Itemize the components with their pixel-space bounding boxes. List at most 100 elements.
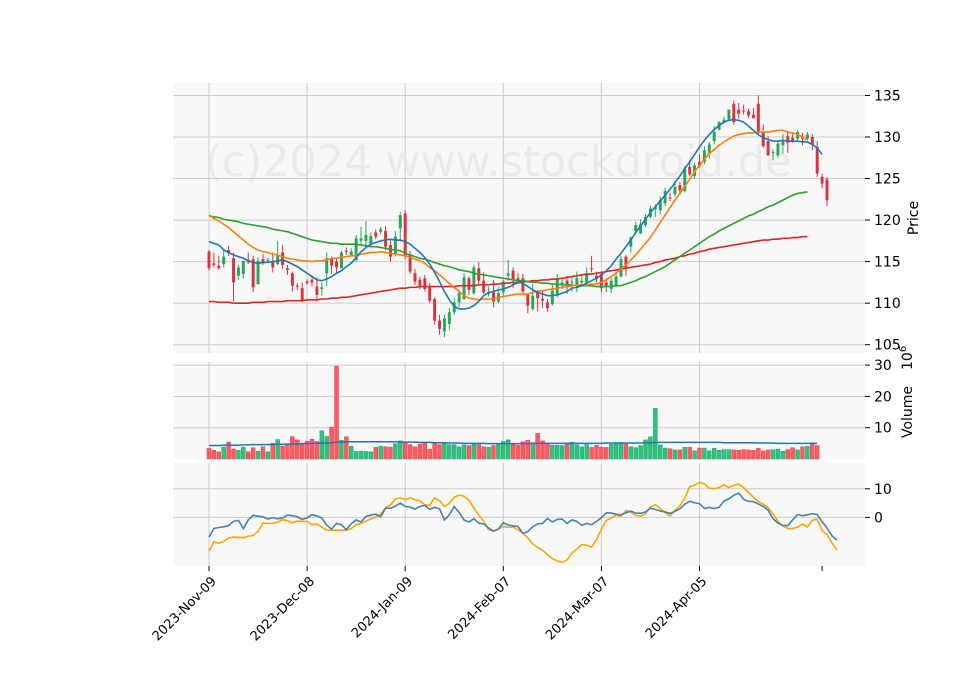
volume-bar (520, 441, 526, 460)
volume-bars (206, 365, 820, 460)
volume-bar (442, 442, 447, 460)
candle-body (418, 279, 422, 286)
volume-bar (427, 449, 432, 460)
x-tick-label: 2024-Feb-07 (446, 574, 515, 643)
candle-body (217, 265, 221, 269)
candle-body (482, 280, 486, 293)
candle-body (786, 136, 790, 143)
price-tick-label: 130 (874, 130, 901, 146)
volume-bar (569, 441, 575, 460)
candle-body (256, 260, 260, 285)
candle-body (560, 282, 564, 285)
candle-body (428, 287, 432, 301)
volume-bar (270, 443, 275, 460)
volume-bar (275, 439, 280, 460)
volume-bar (618, 442, 624, 460)
volume-bar (623, 443, 629, 460)
candle-body (276, 254, 280, 265)
x-tick-label: 2023-Nov-09 (150, 574, 220, 644)
candle-body (688, 166, 692, 175)
volume-bar (358, 450, 364, 460)
candle-body (810, 137, 814, 145)
volume-axis-label: Volume (900, 386, 916, 438)
volume-bar (314, 441, 320, 460)
volume-bar (638, 445, 643, 460)
volume-bar (677, 449, 683, 460)
volume-bar (481, 446, 486, 460)
candle-body (791, 137, 795, 142)
candle-body (207, 251, 211, 269)
volume-bar (662, 447, 668, 460)
candle-body (241, 260, 245, 275)
candle-body (629, 237, 633, 247)
volume-bar (402, 441, 408, 460)
volume-bar (476, 444, 481, 460)
volume-bar (299, 444, 305, 460)
candle-body (707, 144, 711, 153)
candle-body (614, 276, 618, 286)
volume-bar (726, 449, 732, 460)
volume-bar (540, 440, 545, 460)
volume-bar (790, 447, 795, 460)
candle-body (555, 278, 559, 296)
candle-body (339, 252, 343, 269)
volume-bar (530, 442, 535, 460)
volume-bar (550, 444, 555, 460)
volume-bar (599, 446, 604, 460)
grid-lines (173, 83, 865, 566)
price-tick-label: 120 (874, 213, 901, 229)
candle-body (609, 280, 613, 290)
volume-bar (226, 441, 231, 460)
volume-bar (604, 447, 609, 460)
sma-20-line (208, 129, 808, 301)
candle-body (300, 288, 304, 302)
volume-bar (515, 444, 521, 460)
candle-body (408, 254, 412, 272)
candle-body (825, 179, 829, 201)
volume-bar (613, 443, 619, 460)
volume-bar (231, 448, 236, 460)
watermark-text: (c)2024 www.stockdroid.de (205, 137, 792, 187)
volume-bar (628, 446, 634, 460)
candle-body (344, 250, 348, 252)
volume-bar (255, 450, 261, 460)
volume-bar (466, 445, 472, 460)
candle-body (653, 206, 657, 210)
candle-body (261, 259, 265, 264)
candle-body (330, 259, 334, 266)
volume-bar (363, 451, 369, 460)
volume-bar (398, 440, 403, 460)
candle-body (442, 318, 446, 332)
price-axis-label: Price (906, 201, 922, 235)
volume-bar (800, 446, 805, 460)
candle-body (732, 103, 736, 123)
volume-bar (594, 444, 599, 460)
volume-bar (334, 365, 339, 460)
volume-bar (672, 449, 678, 460)
candle-body (389, 245, 392, 257)
candle-body (325, 258, 329, 274)
volume-bar (461, 444, 467, 460)
candle-body (320, 287, 324, 290)
sma-50-line (208, 191, 808, 288)
candle-body (678, 185, 682, 191)
volume-bar (687, 446, 692, 460)
volume-bar (653, 408, 658, 460)
candle-body (683, 168, 687, 191)
volume-bar (378, 445, 383, 460)
volume-bar (211, 449, 217, 460)
sma-10-line (208, 118, 823, 310)
volume-bar (236, 449, 241, 460)
moving-average-lines (208, 118, 823, 310)
volume-bar (295, 439, 300, 460)
x-tick-label: 2024-Jan-09 (349, 574, 416, 641)
volume-bar (756, 448, 761, 460)
volume-bar (785, 449, 790, 460)
candle-body (604, 282, 608, 286)
volume-bar (736, 449, 741, 460)
price-panel-background (173, 83, 865, 353)
volume-bar (491, 445, 496, 460)
candle-body (536, 291, 540, 299)
candle-body (393, 236, 397, 255)
volume-bar (447, 444, 452, 460)
